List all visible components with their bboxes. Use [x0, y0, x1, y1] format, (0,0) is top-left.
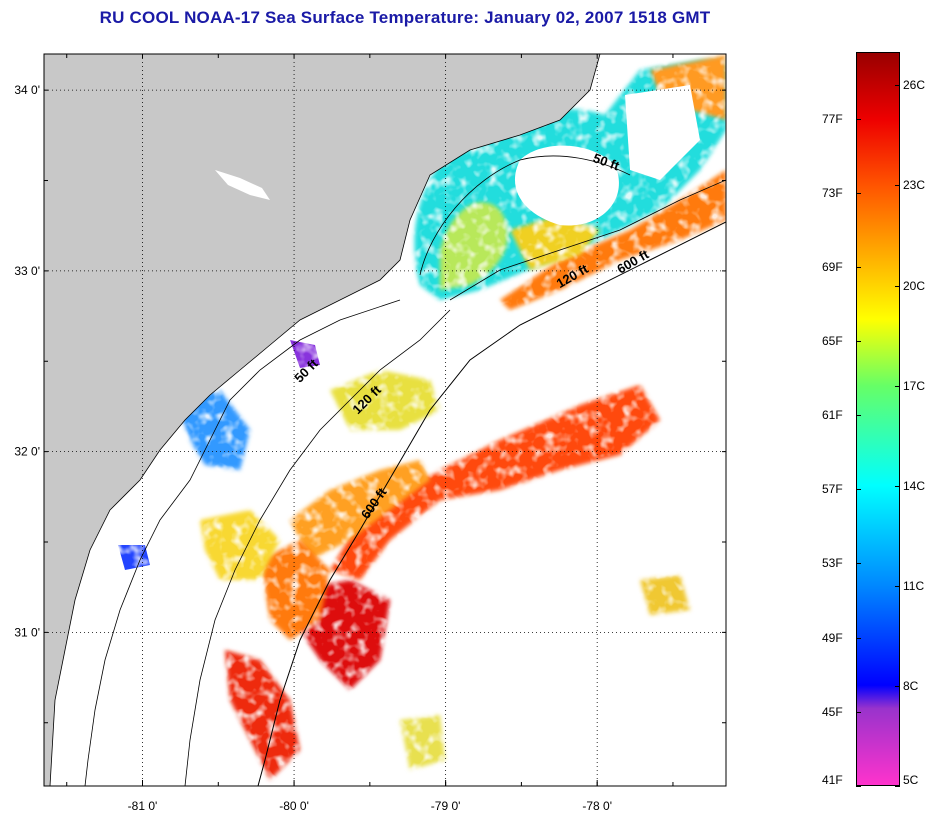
map-title: RU COOL NOAA-17 Sea Surface Temperature:…	[99, 8, 711, 27]
colorbar-label-f: 49F	[822, 630, 843, 645]
lon-tick-label: -78 0'	[582, 799, 612, 813]
colorbar-tick-c	[895, 285, 900, 287]
colorbar-label-c: 8C	[903, 678, 919, 693]
colorbar-tick-f	[856, 341, 861, 343]
colorbar-label-c: 26C	[903, 78, 926, 93]
colorbar-label-c: 23C	[903, 178, 926, 193]
lat-tick-label: 34 0'	[14, 83, 40, 97]
colorbar-tick-f	[856, 415, 861, 417]
contour-600ft	[257, 221, 726, 786]
colorbar-tick-f	[856, 192, 861, 194]
colorbar-label-f: 77F	[822, 111, 843, 126]
lon-tick-label: -81 0'	[128, 799, 158, 813]
colorbar-tick-f	[856, 118, 861, 120]
contour-120ft-south	[184, 309, 451, 786]
graticule	[44, 54, 726, 786]
lat-tick-label: 32 0'	[14, 445, 40, 459]
lat-tick-label: 33 0'	[14, 264, 40, 278]
colorbar-tick-c	[895, 85, 900, 87]
colorbar-label-c: 17C	[903, 378, 926, 393]
colorbar-tick-c	[895, 185, 900, 187]
colorbar-tick-f	[856, 711, 861, 713]
contour-50ft-south	[84, 299, 401, 786]
colorbar-label-f: 61F	[822, 408, 843, 423]
land-mass	[44, 54, 601, 786]
colorbar-label-f: 57F	[822, 482, 843, 497]
colorbar-label-c: 20C	[903, 278, 926, 293]
colorbar-tick-c	[895, 485, 900, 487]
colorbar-label-f: 41F	[822, 773, 843, 787]
colorbar-tick-c	[895, 786, 900, 787]
colorbar-label-f: 53F	[822, 556, 843, 571]
lon-tick-label: -79 0'	[431, 799, 461, 813]
colorbar-tick-f	[856, 266, 861, 268]
colorbar-label-f: 45F	[822, 704, 843, 719]
colorbar-tick-f	[856, 563, 861, 565]
lon-tick-label: -80 0'	[279, 799, 309, 813]
lat-tick-label: 31 0'	[14, 625, 40, 639]
colorbar-label-f: 69F	[822, 259, 843, 274]
contour-120ft-north	[449, 179, 726, 301]
colorbar-tick-f	[856, 489, 861, 491]
colorbar-label-f: 73F	[822, 185, 843, 200]
colorbar	[856, 52, 900, 786]
colorbar-tick-f	[856, 786, 861, 787]
colorbar-tick-c	[895, 585, 900, 587]
colorbar-tick-c	[895, 685, 900, 687]
inland-patch	[215, 170, 270, 200]
colorbar-label-c: 5C	[903, 773, 919, 787]
colorbar-tick-f	[856, 637, 861, 639]
colorbar-tick-c	[895, 385, 900, 387]
colorbar-label-c: 11C	[903, 578, 925, 593]
map-frame	[43, 53, 727, 787]
colorbar-label-f: 65F	[822, 334, 843, 349]
axis-ticks	[44, 54, 726, 786]
colorbar-label-c: 14C	[903, 478, 926, 493]
